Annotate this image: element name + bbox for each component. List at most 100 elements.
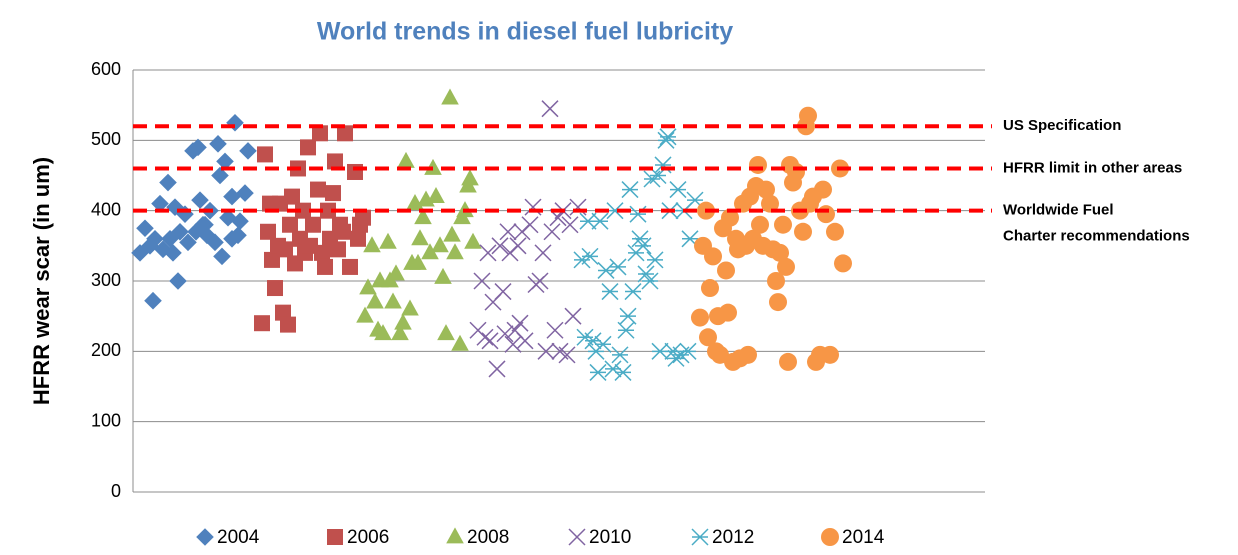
point [441, 88, 459, 105]
point [443, 225, 461, 242]
y-tick-label: 200 [91, 340, 121, 360]
point [379, 232, 397, 249]
point [267, 280, 283, 297]
point [546, 321, 564, 339]
legend-marker [691, 528, 709, 546]
y-tick-label: 400 [91, 199, 121, 219]
y-tick-label: 600 [91, 59, 121, 79]
point [146, 230, 164, 248]
legend-label: 2006 [347, 527, 389, 548]
point [777, 257, 795, 276]
point [751, 215, 769, 234]
point [342, 258, 358, 275]
point [216, 152, 234, 171]
point [779, 352, 797, 371]
point [581, 247, 599, 265]
point [359, 278, 377, 295]
point [814, 180, 832, 199]
point [646, 251, 664, 269]
point [771, 243, 789, 262]
point [564, 307, 582, 325]
point [488, 360, 506, 378]
chart-title: World trends in diesel fuel lubricity [317, 18, 733, 46]
point [282, 216, 298, 233]
point [537, 342, 555, 360]
point [494, 283, 512, 301]
point [634, 237, 652, 255]
y-tick-label: 100 [91, 410, 121, 430]
point [669, 181, 687, 199]
point [543, 223, 561, 241]
point [223, 230, 241, 248]
point [643, 170, 661, 188]
legend-marker [821, 528, 839, 546]
point [260, 223, 276, 240]
point [209, 135, 227, 153]
point [310, 181, 326, 198]
point [704, 247, 722, 266]
point [431, 236, 449, 253]
point [325, 185, 341, 202]
point [679, 342, 697, 360]
point [619, 307, 637, 325]
point [787, 162, 805, 181]
point [631, 230, 649, 248]
point [534, 244, 552, 262]
point [769, 293, 787, 312]
point [541, 100, 559, 118]
point [284, 188, 300, 205]
legend-marker [196, 528, 214, 546]
point [226, 113, 244, 132]
point [196, 215, 214, 234]
point [479, 244, 497, 262]
point [337, 125, 353, 142]
legend-marker [446, 527, 464, 544]
point [774, 215, 792, 234]
point [589, 363, 607, 381]
point [491, 237, 509, 255]
point [213, 247, 231, 266]
point [719, 303, 737, 322]
point [473, 272, 491, 290]
point [739, 345, 757, 364]
point [239, 142, 257, 160]
point [451, 334, 469, 351]
legend-label: 2014 [842, 527, 885, 548]
reference-label: US Specification [1003, 117, 1121, 134]
point [277, 241, 293, 258]
point [280, 316, 296, 333]
point [206, 233, 224, 252]
point [356, 306, 374, 323]
point [504, 335, 522, 353]
point [691, 308, 709, 327]
point [189, 138, 207, 157]
point [617, 321, 635, 339]
point [231, 212, 249, 231]
legend-marker [327, 529, 343, 545]
legend-label: 2004 [217, 527, 260, 548]
point [401, 299, 419, 316]
point [314, 244, 330, 261]
point [496, 325, 514, 343]
point [350, 230, 366, 247]
point [569, 198, 587, 216]
point [799, 106, 817, 125]
point [397, 151, 415, 168]
point [136, 219, 154, 238]
point [516, 332, 534, 350]
point [374, 324, 392, 341]
y-tick-label: 500 [91, 129, 121, 149]
point [521, 216, 539, 234]
point [144, 291, 162, 310]
point [295, 202, 311, 219]
legend-marker [568, 528, 586, 546]
point [757, 180, 775, 199]
point [236, 184, 254, 202]
point [191, 191, 209, 209]
point [171, 222, 189, 241]
y-axis-label: HFRR wear scar (in um) [29, 157, 54, 405]
point [584, 332, 602, 350]
point [499, 223, 517, 241]
point [446, 243, 464, 260]
